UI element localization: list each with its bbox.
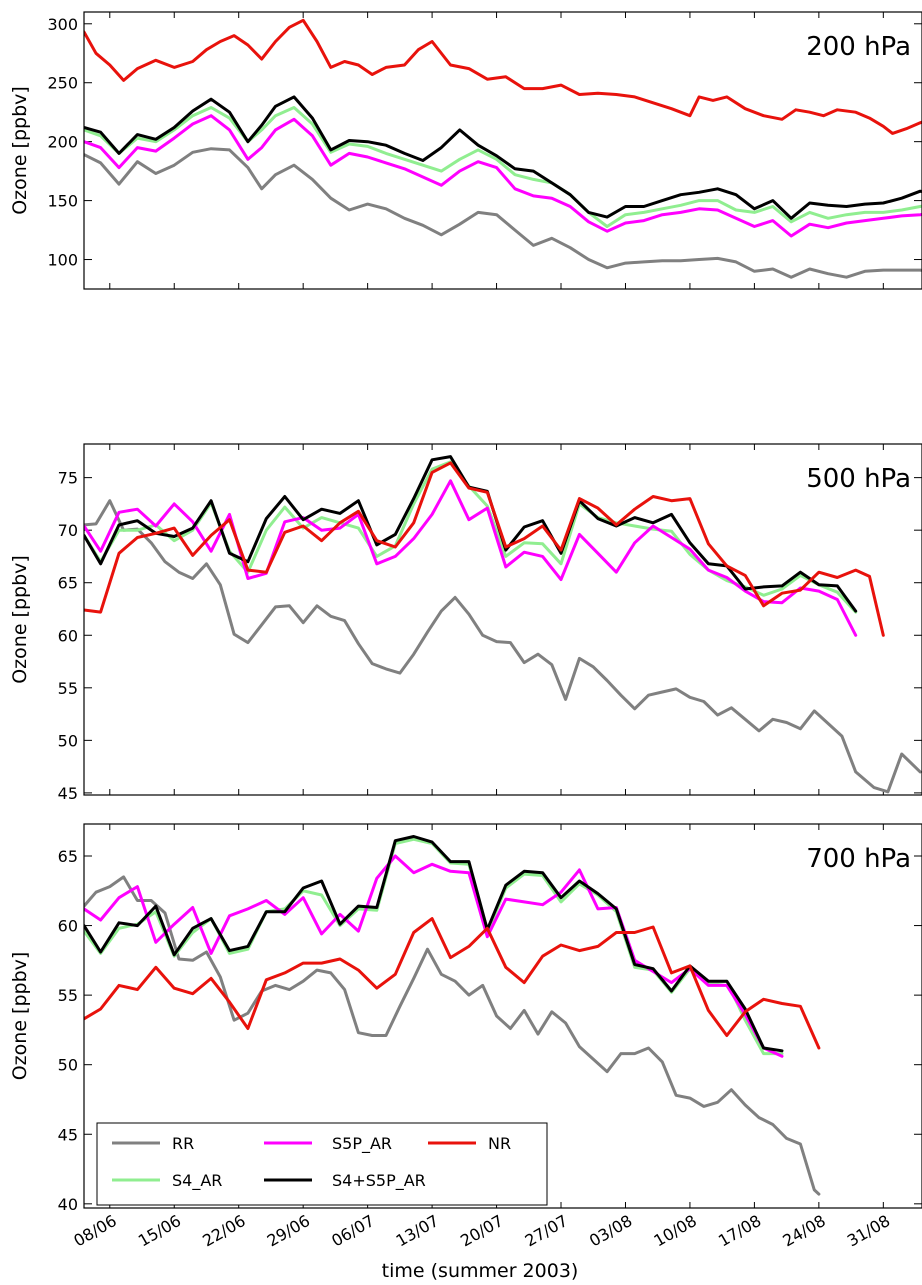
series-line-nr [84, 917, 821, 1050]
y-tick-label: 75 [58, 469, 78, 488]
plot-frame [83, 823, 922, 1209]
series-line-nr [84, 18, 922, 135]
x-tick-label: 29/06 [264, 1211, 313, 1251]
panel-title: 500 hPa [806, 464, 911, 494]
legend-label-rr: RR [172, 1134, 194, 1153]
x-axis-label: time (summer 2003) [382, 1260, 579, 1282]
x-tick-label: 15/06 [135, 1211, 184, 1251]
series-line-rr [84, 875, 821, 1196]
series-line-s4-s5p-ar [84, 95, 922, 220]
y-tick-label: 250 [47, 74, 78, 93]
y-tick-label: 55 [58, 986, 78, 1005]
series-line-s5p-ar [84, 479, 858, 637]
x-tick-labels: 08/06 15/06 22/06 29/06 06/07 13/07 20/07 27/07… [70, 1211, 893, 1251]
panel-title: 200 hPa [806, 32, 911, 62]
x-tick-label: 31/08 [844, 1211, 893, 1251]
series-line-s5p-ar [84, 114, 922, 238]
y-tick-label: 45 [58, 784, 78, 803]
x-tick-label: 06/07 [328, 1211, 377, 1251]
y-tick-label: 60 [58, 917, 78, 936]
y-tick-label: 50 [58, 731, 78, 750]
x-tick-label: 22/06 [199, 1211, 248, 1251]
x-tick-label: 13/07 [393, 1211, 442, 1251]
series-line-s5p-ar [84, 854, 784, 1058]
series-line-s4-ar [84, 837, 784, 1056]
x-tick-label: 17/08 [715, 1211, 764, 1251]
y-tick-label: 45 [58, 1125, 78, 1144]
legend: RR S5P_AR NR S4_AR S4+S5P_AR [96, 1122, 548, 1206]
panel-500hpa: 45 50 55 60 65 70 75 500 hPa Ozone [ppbv] [9, 443, 922, 803]
y-tick-label: 65 [58, 847, 78, 866]
y-tick-label: 65 [58, 574, 78, 593]
y-tick-label: 40 [58, 1195, 78, 1214]
legend-label-s4-s5p-ar: S4+S5P_AR [332, 1171, 426, 1191]
x-tick-label: 24/08 [779, 1211, 828, 1251]
y-axis-label: Ozone [ppbv] [9, 555, 31, 684]
x-tick-label: 08/06 [70, 1211, 119, 1251]
plot-frame [83, 11, 922, 290]
y-tick-label: 70 [58, 521, 78, 540]
series-line-rr [84, 499, 922, 794]
x-tick-label: 10/08 [651, 1211, 700, 1251]
series-line-s4-ar [84, 460, 858, 614]
legend-box [96, 1122, 548, 1206]
series-line-nr [84, 461, 885, 637]
y-axis-label: Ozone [ppbv] [9, 952, 31, 1081]
legend-label-s4-ar: S4_AR [172, 1171, 222, 1191]
series-line-s4-ar [84, 106, 922, 228]
series-line-s4-s5p-ar [84, 835, 784, 1053]
y-tick-label: 50 [58, 1056, 78, 1075]
y-tick-label: 55 [58, 679, 78, 698]
y-tick-label: 60 [58, 626, 78, 645]
series-line-rr [84, 147, 922, 279]
y-tick-label: 100 [47, 251, 78, 270]
x-tick-label: 27/07 [522, 1211, 571, 1251]
y-axis-label: Ozone [ppbv] [9, 86, 31, 215]
y-tick-label: 200 [47, 133, 78, 152]
x-tick-label: 03/08 [586, 1211, 635, 1251]
legend-label-nr: NR [488, 1134, 511, 1153]
legend-label-s5p-ar: S5P_AR [332, 1134, 392, 1154]
y-tick-label: 150 [47, 192, 78, 211]
panel-title: 700 hPa [806, 844, 911, 874]
panel-700hpa: 40 45 50 55 60 65 700 hPa Ozone [ppbv] [9, 823, 922, 1214]
x-tick-label: 20/07 [457, 1211, 506, 1251]
y-tick-label: 300 [47, 15, 78, 34]
plot-frame [83, 443, 922, 796]
panel-200hpa: 100 150 200 250 300 200 hPa Ozone [ppbv] [9, 11, 922, 290]
